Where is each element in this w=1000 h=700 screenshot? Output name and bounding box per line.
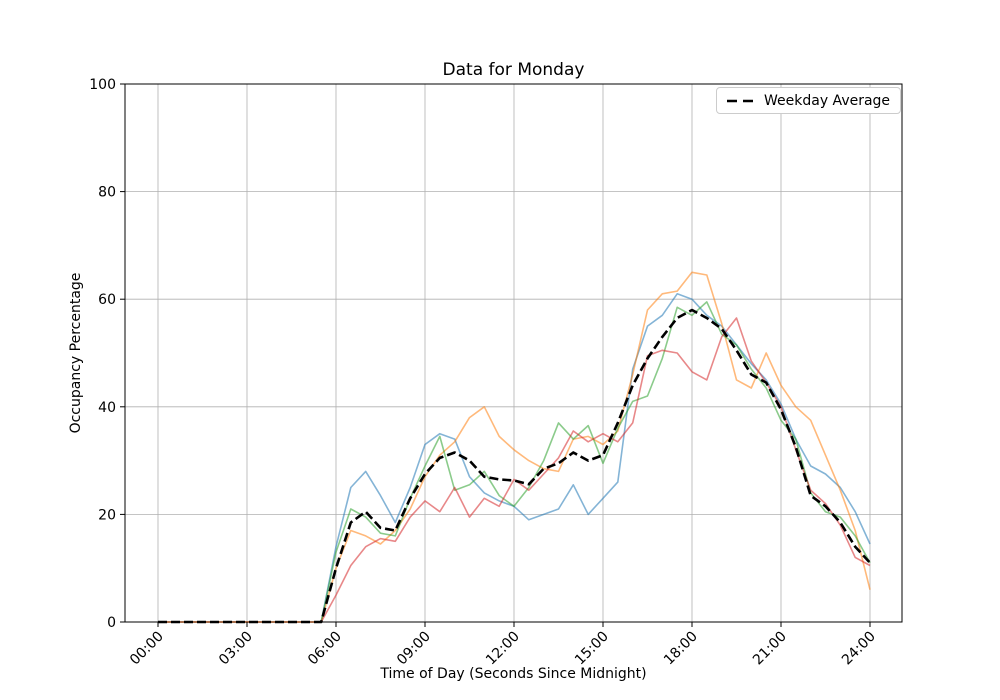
legend-dashed-line-sample [727, 99, 755, 102]
legend-label: Weekday Average [764, 92, 891, 109]
x-tick-label: 21:00 [750, 629, 790, 669]
y-axis-label: Occupancy Percentage [68, 272, 84, 434]
legend: Weekday Average [716, 87, 902, 114]
chart-title: Data for Monday [442, 60, 585, 80]
axes-spines [124, 83, 903, 623]
y-tick-label: 40 [98, 400, 116, 416]
x-tick-label: 24:00 [839, 629, 879, 669]
x-tick-label: 12:00 [483, 629, 523, 669]
x-tick-label: 09:00 [394, 629, 434, 669]
x-tick-label: 15:00 [572, 629, 612, 669]
x-axis-label: Time of Day (Seconds Since Midnight) [380, 666, 647, 682]
x-tick-label: 06:00 [305, 629, 345, 669]
y-tick-label: 80 [98, 185, 116, 201]
y-tick-label: 0 [107, 615, 116, 631]
x-tick-label: 00:00 [127, 629, 167, 669]
y-tick-label: 20 [98, 507, 116, 523]
weekday-average-line [158, 308, 871, 624]
y-tick-label: 60 [98, 292, 116, 308]
x-tick-label: 03:00 [216, 629, 256, 669]
y-tick-label: 100 [89, 77, 116, 93]
x-tick-label: 18:00 [661, 629, 701, 669]
